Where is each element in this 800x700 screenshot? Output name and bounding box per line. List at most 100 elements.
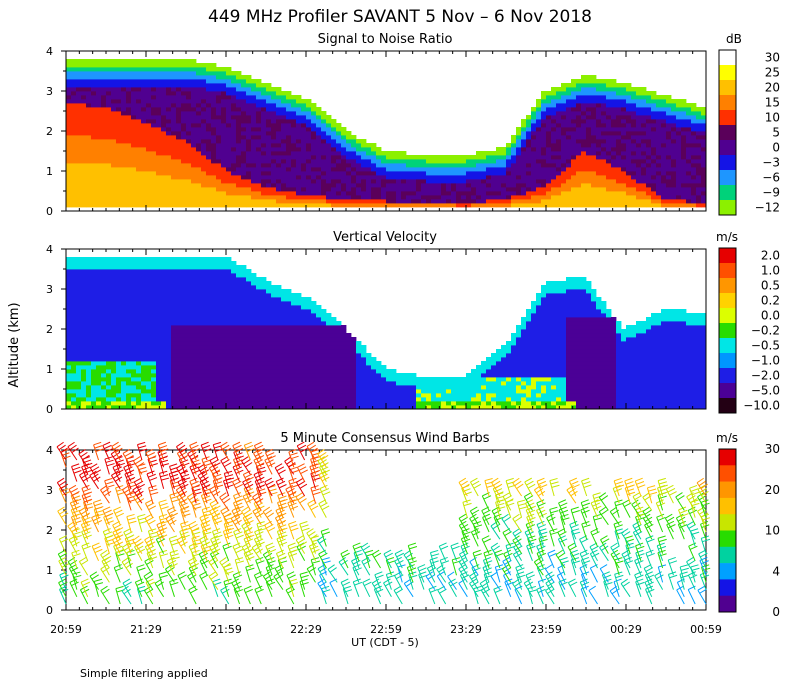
heat-cell bbox=[201, 393, 207, 398]
heat-cell bbox=[601, 155, 607, 160]
heat-cell bbox=[116, 115, 122, 120]
heat-cell bbox=[71, 191, 77, 196]
heat-cell bbox=[596, 91, 602, 96]
heat-cell bbox=[166, 71, 172, 76]
heat-cell bbox=[106, 123, 112, 128]
heat-cell bbox=[546, 195, 552, 200]
heat-cell bbox=[301, 143, 307, 148]
heat-cell bbox=[216, 333, 222, 338]
heat-cell bbox=[516, 147, 522, 152]
heat-cell bbox=[301, 127, 307, 132]
heat-cell bbox=[126, 183, 132, 188]
heat-cell bbox=[466, 187, 472, 192]
heat-cell bbox=[226, 269, 232, 274]
heat-cell bbox=[206, 293, 212, 298]
heat-cell bbox=[341, 139, 347, 144]
heat-cell bbox=[126, 357, 132, 362]
heat-cell bbox=[91, 357, 97, 362]
heat-cell bbox=[381, 183, 387, 188]
heat-cell bbox=[521, 127, 527, 132]
heat-cell bbox=[526, 175, 532, 180]
heat-cell bbox=[96, 261, 102, 266]
heat-cell bbox=[191, 139, 197, 144]
heat-cell bbox=[186, 59, 192, 64]
heat-cell bbox=[681, 195, 687, 200]
heat-cell bbox=[176, 67, 182, 72]
heat-cell bbox=[111, 273, 117, 278]
heat-cell bbox=[606, 119, 612, 124]
heat-cell bbox=[566, 163, 572, 168]
heat-cell bbox=[211, 269, 217, 274]
heat-cell bbox=[691, 167, 697, 172]
heat-cell bbox=[111, 293, 117, 298]
heat-cell bbox=[151, 289, 157, 294]
heat-cell bbox=[91, 313, 97, 318]
heat-cell bbox=[456, 183, 462, 188]
heat-cell bbox=[696, 179, 702, 184]
heat-cell bbox=[696, 139, 702, 144]
heat-cell bbox=[196, 317, 202, 322]
heat-cell bbox=[131, 91, 137, 96]
heat-cell bbox=[526, 187, 532, 192]
heat-cell bbox=[686, 111, 692, 116]
heat-cell bbox=[621, 147, 627, 152]
heat-cell bbox=[126, 261, 132, 266]
heat-cell bbox=[171, 381, 177, 386]
heat-cell bbox=[191, 373, 197, 378]
heat-cell bbox=[571, 131, 577, 136]
heat-cell bbox=[111, 111, 117, 116]
heat-cell bbox=[541, 139, 547, 144]
heat-cell bbox=[301, 191, 307, 196]
heat-cell bbox=[121, 183, 127, 188]
heat-cell bbox=[211, 183, 217, 188]
heat-cell bbox=[691, 159, 697, 164]
heat-cell bbox=[76, 119, 82, 124]
heat-cell bbox=[256, 167, 262, 172]
heat-cell bbox=[266, 191, 272, 196]
heat-cell bbox=[106, 103, 112, 108]
heat-cell bbox=[241, 95, 247, 100]
heat-cell bbox=[141, 183, 147, 188]
heat-cell bbox=[106, 377, 112, 382]
heat-cell bbox=[631, 131, 637, 136]
heat-cell bbox=[196, 179, 202, 184]
heat-cell bbox=[156, 139, 162, 144]
heat-cell bbox=[71, 131, 77, 136]
heat-cell bbox=[136, 127, 142, 132]
heat-cell bbox=[321, 195, 327, 200]
heat-cell bbox=[651, 167, 657, 172]
heat-cell bbox=[221, 293, 227, 298]
heat-cell bbox=[236, 393, 242, 398]
heat-cell bbox=[476, 183, 482, 188]
heat-cell bbox=[151, 155, 157, 160]
heat-cell bbox=[381, 187, 387, 192]
heat-cell bbox=[71, 99, 77, 104]
heat-cell bbox=[276, 91, 282, 96]
heat-cell bbox=[281, 123, 287, 128]
heat-cell bbox=[541, 163, 547, 168]
heat-cell bbox=[531, 123, 537, 128]
heat-cell bbox=[341, 183, 347, 188]
heat-cell bbox=[71, 261, 77, 266]
heat-cell bbox=[271, 167, 277, 172]
heat-cell bbox=[166, 83, 172, 88]
heat-cell bbox=[351, 191, 357, 196]
heat-cell bbox=[111, 361, 117, 366]
heat-cell bbox=[626, 127, 632, 132]
heat-cell bbox=[176, 333, 182, 338]
heat-cell bbox=[451, 175, 457, 180]
heat-cell bbox=[151, 159, 157, 164]
heat-cell bbox=[96, 155, 102, 160]
heat-cell bbox=[646, 123, 652, 128]
heat-cell bbox=[581, 179, 587, 184]
heat-cell bbox=[246, 341, 252, 346]
heat-cell bbox=[236, 293, 242, 298]
heat-cell bbox=[276, 171, 282, 176]
heat-cell bbox=[196, 309, 202, 314]
heat-cell bbox=[111, 195, 117, 200]
heat-cell bbox=[521, 195, 527, 200]
heat-cell bbox=[216, 341, 222, 346]
heat-cell bbox=[151, 179, 157, 184]
heat-cell bbox=[81, 397, 87, 402]
heat-cell bbox=[546, 163, 552, 168]
